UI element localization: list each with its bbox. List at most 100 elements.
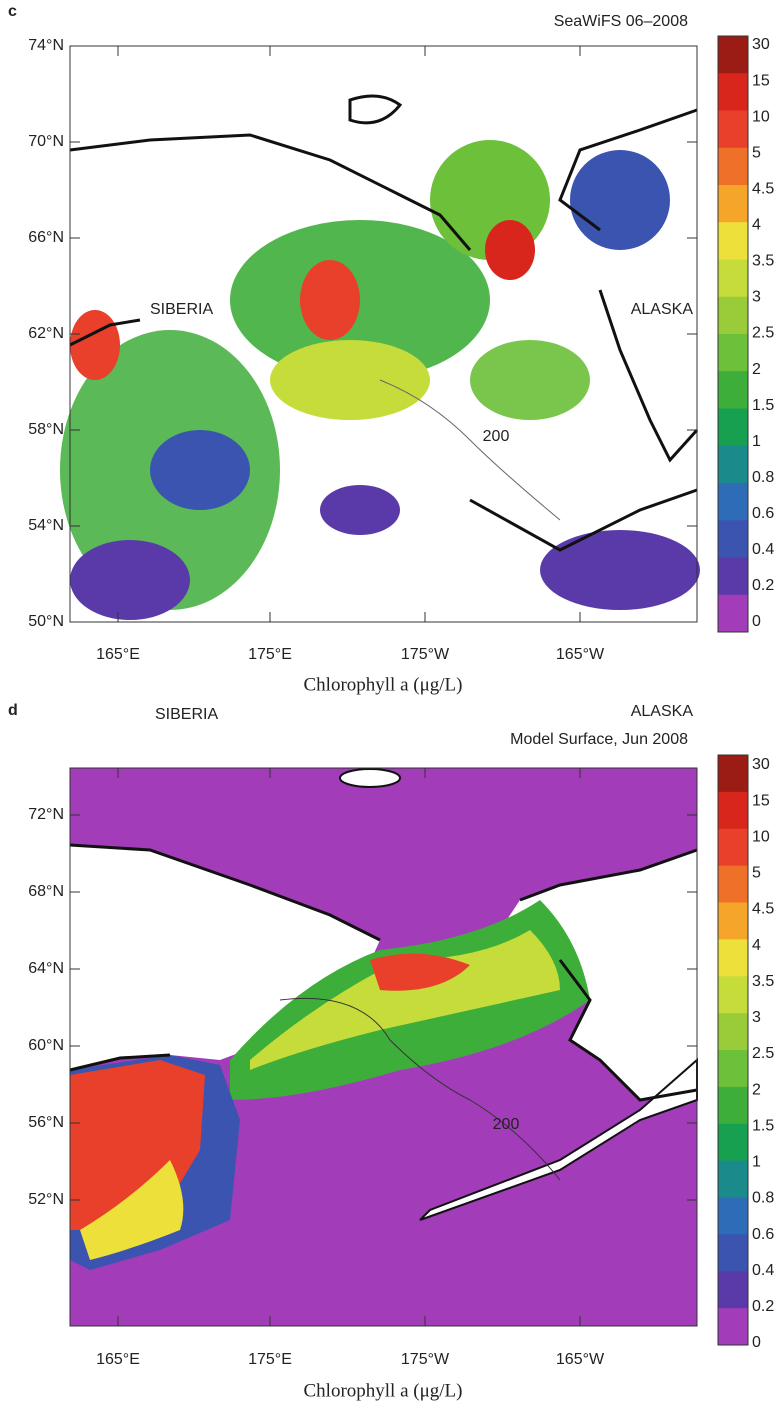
colorbar-label: 15 bbox=[752, 792, 770, 809]
colorbar-segment bbox=[718, 1234, 748, 1272]
colorbar-segment bbox=[718, 520, 748, 558]
colorbar-label: 4.5 bbox=[752, 180, 774, 197]
lat-label: 66°N bbox=[28, 229, 64, 246]
colorbar-label: 0.6 bbox=[752, 505, 774, 522]
colorbar-label: 0.2 bbox=[752, 577, 774, 594]
region-label: ALASKA bbox=[631, 301, 694, 318]
colorbar-segment bbox=[718, 259, 748, 298]
lat-label: 62°N bbox=[28, 325, 64, 342]
colorbar-label: 30 bbox=[752, 36, 770, 53]
colorbar-label: 3.5 bbox=[752, 973, 774, 990]
lon-label: 165°E bbox=[96, 646, 140, 663]
colorbar-segment bbox=[718, 185, 748, 223]
colorbar-label: 0.4 bbox=[752, 541, 774, 558]
colorbar-label: 5 bbox=[752, 144, 761, 161]
lon-label: 175°E bbox=[248, 1351, 292, 1368]
colorbar-label: 0.4 bbox=[752, 1262, 774, 1279]
colorbar-segment bbox=[718, 791, 748, 830]
colorbar-label: 1.5 bbox=[752, 1117, 774, 1134]
colorbar-segment bbox=[718, 557, 748, 596]
contour-label: 200 bbox=[483, 428, 510, 445]
lat-label: 60°N bbox=[28, 1037, 64, 1054]
colorbar-segment bbox=[718, 408, 748, 447]
colorbar-label: 0 bbox=[752, 1334, 761, 1351]
colorbar-segment bbox=[718, 1123, 748, 1162]
contour-label: 200 bbox=[493, 1116, 520, 1133]
colorbar-segment bbox=[718, 371, 748, 409]
colorbar-segment bbox=[718, 110, 748, 149]
colorbar-label: 2 bbox=[752, 1081, 761, 1098]
colorbar-label: 0 bbox=[752, 613, 761, 630]
colorbar-segment bbox=[718, 902, 748, 940]
colorbar-segment bbox=[718, 1271, 748, 1309]
field bbox=[150, 430, 250, 510]
colorbar-segment bbox=[718, 334, 748, 372]
colorbar-label: 5 bbox=[752, 865, 761, 882]
colorbar-segment bbox=[718, 483, 748, 521]
map-d bbox=[69, 767, 698, 1327]
map-border bbox=[69, 767, 698, 1327]
field bbox=[370, 953, 470, 991]
lon-label: 175°W bbox=[401, 646, 450, 663]
colorbar-label: 0.8 bbox=[752, 1190, 774, 1207]
colorbar-border bbox=[717, 35, 749, 633]
field bbox=[485, 220, 535, 280]
lat-label: 74°N bbox=[28, 37, 64, 54]
colorbar-segment bbox=[718, 73, 748, 111]
panel-title: SeaWiFS 06–2008 bbox=[554, 13, 688, 30]
isobath bbox=[379, 379, 561, 521]
region-label: ALASKA bbox=[631, 703, 694, 720]
panel-title: Model Surface, Jun 2008 bbox=[510, 731, 688, 748]
colorbar-segment bbox=[718, 755, 748, 793]
field bbox=[270, 340, 430, 420]
colorbar-label: 2.5 bbox=[752, 1045, 774, 1062]
colorbar-segment bbox=[718, 222, 748, 260]
colorbar-label: 3.5 bbox=[752, 253, 774, 270]
island bbox=[339, 768, 401, 788]
colorbar-segment bbox=[718, 1197, 748, 1235]
lat-label: 72°N bbox=[28, 806, 64, 823]
lon-label: 165°W bbox=[556, 1351, 605, 1368]
colorbar-segment bbox=[718, 976, 748, 1014]
colorbar-label: 0.6 bbox=[752, 1226, 774, 1243]
colorbar-segment bbox=[718, 296, 748, 335]
coastline bbox=[69, 843, 698, 1102]
colorbar-segment bbox=[718, 36, 748, 74]
colorbar-segment bbox=[718, 147, 748, 186]
colorbar-label: 10 bbox=[752, 108, 770, 125]
isobath bbox=[279, 997, 561, 1181]
lat-label: 70°N bbox=[28, 133, 64, 150]
colorbar-segment bbox=[718, 445, 748, 484]
field bbox=[470, 340, 590, 420]
lat-label: 68°N bbox=[28, 883, 64, 900]
panel-label: d bbox=[8, 702, 18, 719]
field bbox=[250, 930, 560, 1070]
colorbar-label: 10 bbox=[752, 828, 770, 845]
colorbar-segment bbox=[718, 1086, 748, 1125]
field bbox=[300, 260, 360, 340]
colorbar-segment bbox=[718, 1308, 748, 1346]
colorbar-border bbox=[717, 754, 749, 1346]
lon-label: 165°E bbox=[96, 1351, 140, 1368]
map-c bbox=[60, 45, 700, 623]
colorbar-segment bbox=[718, 939, 748, 977]
coastline bbox=[69, 94, 699, 552]
lat-label: 50°N bbox=[28, 613, 64, 630]
field bbox=[320, 485, 400, 535]
lon-label: 165°W bbox=[556, 646, 605, 663]
colorbar-segment bbox=[718, 1013, 748, 1051]
colorbar-segment bbox=[718, 1050, 748, 1088]
colorbar-label: 1 bbox=[752, 1154, 761, 1171]
colorbar-label: 0.2 bbox=[752, 1298, 774, 1315]
colorbar-label: 2 bbox=[752, 361, 761, 378]
region-label: SIBERIA bbox=[155, 706, 218, 723]
colorbar-label: 3 bbox=[752, 289, 761, 306]
x-axis-label: Chlorophyll a (μg/L) bbox=[304, 674, 463, 695]
field bbox=[570, 150, 670, 250]
lat-label: 64°N bbox=[28, 960, 64, 977]
field bbox=[70, 310, 120, 380]
colorbar-label: 15 bbox=[752, 72, 770, 89]
colorbar-segment bbox=[718, 828, 748, 867]
lat-label: 52°N bbox=[28, 1191, 64, 1208]
